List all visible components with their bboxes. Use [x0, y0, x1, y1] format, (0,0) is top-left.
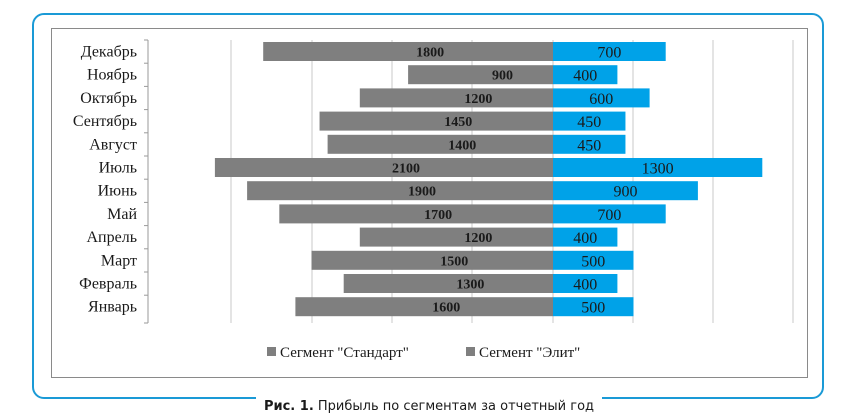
legend: Сегмент "Стандарт" Сегмент "Элит": [267, 345, 580, 361]
bar-elite-5: [553, 181, 698, 201]
bar-elite-7: [553, 134, 626, 154]
bar-standard-0: [295, 297, 553, 317]
legend-swatch-elite: [466, 347, 475, 356]
bar-elite-6: [553, 158, 763, 177]
data-label-standard-3: 1200: [464, 231, 492, 246]
data-label-elite-1: 400: [573, 277, 597, 294]
data-label-standard-8: 1450: [444, 115, 472, 130]
category-label-8: Сентябрь: [73, 113, 137, 130]
category-label-1: Февраль: [79, 276, 137, 293]
bar-elite-0: [553, 297, 634, 317]
figure-number: Рис. 1.: [263, 399, 314, 414]
bar-elite-2: [553, 250, 634, 270]
data-label-elite-4: 700: [597, 207, 621, 224]
category-label-5: Июнь: [98, 183, 137, 200]
bar-standard-7: [327, 134, 553, 154]
figure-caption: Рис. 1. Прибыль по сегментам за отчетный…: [255, 396, 603, 418]
data-label-standard-0: 1600: [432, 301, 460, 316]
category-label-3: Апрель: [87, 229, 138, 246]
data-label-elite-2: 500: [581, 253, 605, 270]
data-label-elite-6: 1300: [642, 161, 674, 178]
category-label-10: Ноябрь: [87, 67, 137, 84]
data-label-elite-10: 400: [573, 68, 597, 85]
chart-area: [51, 28, 808, 378]
category-label-7: Август: [89, 136, 137, 153]
figure-caption-text: Прибыль по сегментам за отчетный год: [317, 399, 595, 414]
bar-standard-3: [359, 227, 553, 247]
legend-label-elite: Сегмент "Элит": [479, 345, 580, 361]
legend-label-standard: Сегмент "Стандарт": [280, 345, 409, 361]
data-label-elite-11: 700: [597, 45, 621, 62]
category-label-0: Январь: [88, 299, 137, 316]
category-label-9: Октябрь: [80, 90, 137, 107]
bar-elite-11: [553, 42, 666, 61]
bars: 1800 700 900 400 1200 600 1450 450 1400 450 2100 13…: [214, 42, 763, 317]
bar-elite-4: [553, 204, 666, 224]
data-label-standard-10: 900: [492, 69, 513, 84]
bar-elite-3: [553, 227, 618, 247]
data-label-standard-6: 2100: [392, 162, 420, 177]
data-label-standard-7: 1400: [448, 138, 476, 153]
category-label-11: Декабрь: [81, 44, 137, 61]
data-label-standard-11: 1800: [416, 46, 444, 61]
bar-standard-6: [214, 158, 553, 177]
data-label-standard-4: 1700: [424, 208, 452, 223]
data-label-elite-7: 450: [577, 137, 601, 154]
bar-standard-9: [359, 88, 553, 108]
bar-standard-11: [263, 42, 553, 61]
bar-elite-8: [553, 111, 626, 131]
bar-elite-1: [553, 274, 618, 293]
bar-standard-2: [311, 250, 553, 270]
bar-standard-4: [279, 204, 553, 224]
data-label-elite-9: 600: [589, 91, 613, 108]
data-label-elite-3: 400: [573, 230, 597, 247]
bar-standard-10: [408, 65, 553, 85]
bar-standard-8: [319, 111, 553, 131]
legend-swatch-standard: [267, 347, 276, 356]
data-label-standard-9: 1200: [464, 92, 492, 107]
data-label-elite-8: 450: [577, 114, 601, 131]
category-label-2: Март: [101, 252, 137, 269]
data-label-elite-0: 500: [581, 300, 605, 317]
bar-elite-9: [553, 88, 650, 108]
bar-standard-5: [247, 181, 553, 201]
category-label-4: Май: [107, 206, 137, 223]
data-label-standard-1: 1300: [456, 278, 484, 293]
bar-elite-10: [553, 65, 618, 85]
caption-container: Рис. 1. Прибыль по сегментам за отчетный…: [0, 396, 858, 418]
category-label-6: Июль: [99, 160, 137, 177]
data-label-standard-2: 1500: [440, 254, 468, 269]
data-label-elite-5: 900: [613, 184, 637, 201]
category-labels: Декабрь Ноябрь Октябрь Сентябрь Август Июль Ию…: [73, 44, 138, 316]
bar-standard-1: [343, 274, 553, 293]
data-label-standard-5: 1900: [408, 185, 436, 200]
